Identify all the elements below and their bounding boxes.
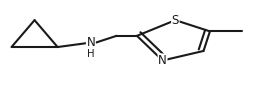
Text: N: N: [158, 54, 167, 67]
Text: N: N: [87, 36, 95, 49]
Text: S: S: [172, 14, 179, 27]
Text: H: H: [87, 49, 95, 59]
